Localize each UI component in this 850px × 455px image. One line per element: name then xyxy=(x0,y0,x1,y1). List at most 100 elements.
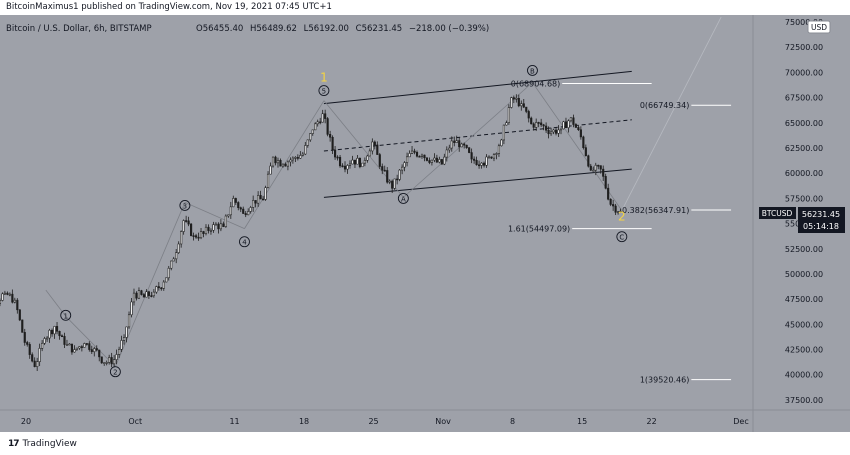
candle-down xyxy=(296,157,299,159)
candle-down xyxy=(157,286,160,289)
symbol-tag-label: BTCUSD xyxy=(762,209,793,218)
candle-up xyxy=(299,155,302,159)
candle-up xyxy=(420,154,424,157)
candle-up xyxy=(48,329,51,339)
candle-up xyxy=(550,131,553,135)
candle-down xyxy=(70,343,73,353)
wave-label-circle xyxy=(239,236,250,248)
channel-midline xyxy=(323,119,632,152)
candle-up xyxy=(204,226,208,234)
candle-down xyxy=(150,295,153,297)
candle-up xyxy=(78,346,81,349)
candle-down xyxy=(90,349,93,353)
price-chart[interactable]: 0(68904.68) 0(66749.34) 0.382(56347.91) 1.6… xyxy=(0,15,850,432)
candle-down xyxy=(574,124,577,128)
currency-badge[interactable] xyxy=(807,20,831,34)
candle-down xyxy=(222,223,225,227)
candle-up xyxy=(406,156,409,163)
candle-down xyxy=(418,155,421,158)
time-tick-label: 22 xyxy=(647,417,657,426)
candle-up xyxy=(103,362,106,364)
candle-down xyxy=(564,121,568,129)
candle-down xyxy=(234,198,237,203)
candle-down xyxy=(470,152,473,160)
publish-note: BitcoinMaximus1 published on TradingView… xyxy=(6,2,332,12)
candle-down xyxy=(329,134,332,138)
candle-down xyxy=(160,287,163,290)
candle-up xyxy=(515,97,518,100)
candle-up xyxy=(371,141,374,152)
candle-up xyxy=(592,169,595,172)
candle-up xyxy=(53,326,56,335)
candle-up xyxy=(495,153,498,155)
candle-down xyxy=(192,235,195,237)
candle-up xyxy=(118,348,121,355)
high-value: 56489.62 xyxy=(256,24,297,34)
candle-up xyxy=(224,215,227,227)
price-tick-label: 40000.00 xyxy=(785,371,823,380)
candle-down xyxy=(279,160,282,167)
candle-up xyxy=(321,113,324,123)
candle-down xyxy=(612,204,615,207)
candle-up xyxy=(487,156,491,159)
candle-down xyxy=(530,117,533,125)
candle-up xyxy=(83,343,86,348)
candle-down xyxy=(110,357,113,365)
candle-down xyxy=(458,140,461,148)
candle-up xyxy=(502,124,505,141)
wave-path-segment xyxy=(244,100,325,229)
candle-up xyxy=(281,163,285,167)
time-tick-label: 11 xyxy=(229,417,239,426)
candle-up xyxy=(165,277,168,283)
candle-up xyxy=(264,187,267,200)
candle-up xyxy=(105,362,108,364)
candle-up xyxy=(276,160,280,164)
candle-up xyxy=(122,337,126,341)
time-axis: 20 Oct 11 18 25 Nov 8 15 22 Dec xyxy=(21,417,749,426)
candle-down xyxy=(326,118,329,135)
price-tick-label: 45000.00 xyxy=(785,320,823,329)
candle-down xyxy=(453,140,456,143)
drawings-layer xyxy=(45,16,722,367)
tradingview-logo[interactable]: 17 TradingView xyxy=(8,438,77,450)
candle-down xyxy=(259,195,262,200)
candle-down xyxy=(26,342,29,345)
candle-up xyxy=(497,145,501,154)
candle-up xyxy=(269,165,272,175)
candle-down xyxy=(187,220,190,225)
candle-up xyxy=(460,143,463,148)
candle-up xyxy=(316,121,319,125)
wave-label-circle xyxy=(318,85,330,97)
candle-down xyxy=(537,122,540,124)
candle-down xyxy=(207,226,210,231)
candle-up xyxy=(507,107,510,124)
price-tick-label: 62500.00 xyxy=(785,144,823,153)
price-tick-label: 52500.00 xyxy=(785,245,823,254)
candle-up xyxy=(167,267,170,279)
candle-down xyxy=(50,329,54,335)
candle-up xyxy=(410,150,414,154)
candle-down xyxy=(572,117,575,125)
chart-pane[interactable]: 0(68904.68) 0(66749.34) 0.382(56347.91) 1.6… xyxy=(0,15,850,432)
candle-up xyxy=(249,207,252,212)
candle-up xyxy=(450,140,453,149)
candle-up xyxy=(127,314,131,328)
high-label: H xyxy=(250,24,256,34)
candle-up xyxy=(408,153,411,158)
candle-down xyxy=(336,156,339,159)
candle-down xyxy=(517,97,520,107)
candle-up xyxy=(552,129,555,133)
candle-down xyxy=(85,343,88,345)
time-tick-label: Nov xyxy=(435,417,451,426)
candle-up xyxy=(252,200,255,208)
candle-up xyxy=(73,349,76,353)
candle-up xyxy=(557,129,560,134)
candle-down xyxy=(383,169,386,172)
candle-up xyxy=(492,154,496,159)
time-tick-label: Dec xyxy=(733,417,748,426)
candle-down xyxy=(463,143,466,146)
candle-up xyxy=(137,290,141,299)
time-tick-label: 20 xyxy=(21,417,31,426)
candle-down xyxy=(584,147,587,157)
candle-down xyxy=(465,144,468,149)
